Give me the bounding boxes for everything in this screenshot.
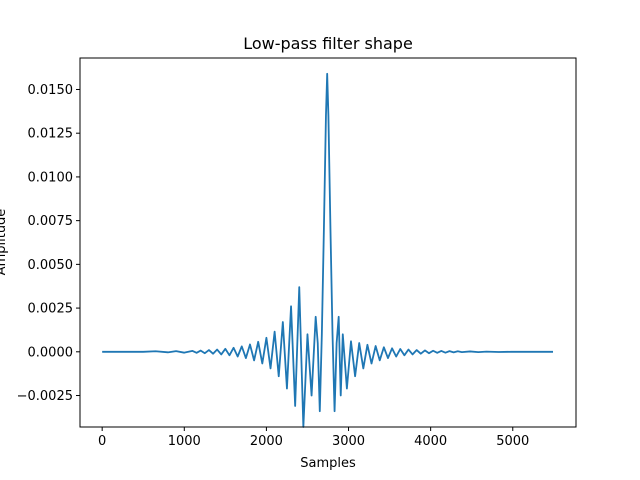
x-tick-label: 4000 xyxy=(414,434,447,449)
y-tick-label: 0.0075 xyxy=(28,214,74,229)
y-axis-ticks: −0.0025 0.0000 0.0025 0.0050 0.0075 0.0100 0.0… xyxy=(17,83,80,404)
x-tick-label: 1000 xyxy=(168,434,201,449)
x-tick-label: 3000 xyxy=(332,434,365,449)
series-line-0 xyxy=(102,72,554,428)
y-tick-label: 0.0000 xyxy=(28,345,74,360)
x-tick-label: 0 xyxy=(98,434,106,449)
y-tick-label: 0.0100 xyxy=(28,170,74,185)
y-tick-label: 0.0050 xyxy=(28,258,74,273)
y-tick-label: 0.0125 xyxy=(28,127,74,142)
y-tick-label: −0.0025 xyxy=(17,389,73,404)
x-tick-label: 5000 xyxy=(496,434,529,449)
plot-frame xyxy=(79,57,577,428)
x-axis-ticks: 0 1000 2000 3000 4000 5000 xyxy=(98,427,529,449)
y-tick-label: 0.0150 xyxy=(28,83,74,98)
x-axis-label: Samples xyxy=(300,456,356,471)
series-layer xyxy=(102,72,554,428)
y-axis-label: Amplitude xyxy=(0,209,9,276)
x-tick-label: 2000 xyxy=(250,434,283,449)
chart-title: Low-pass filter shape xyxy=(243,34,413,53)
y-tick-label: 0.0025 xyxy=(28,302,74,317)
